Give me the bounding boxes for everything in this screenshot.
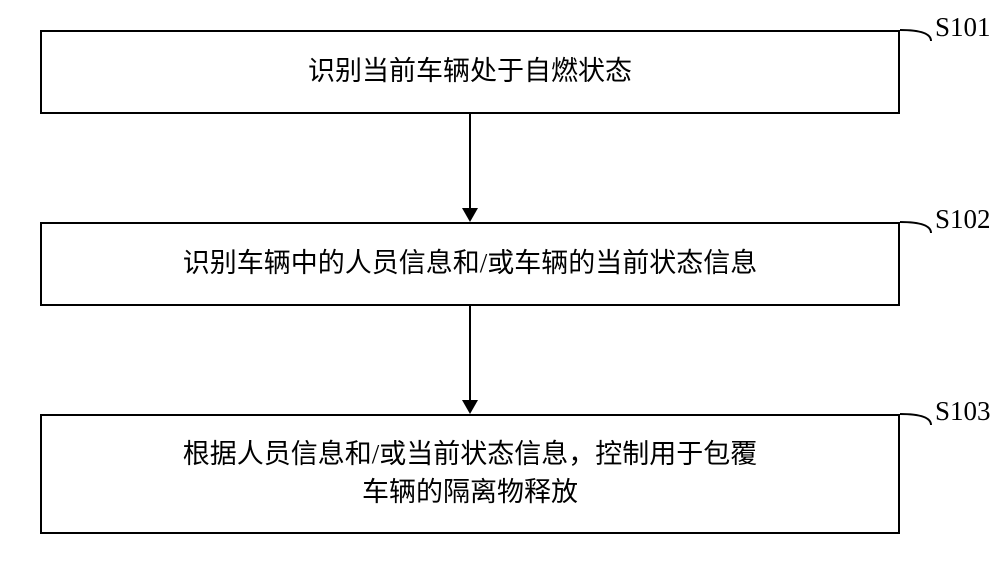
step-box-s102: 识别车辆中的人员信息和/或车辆的当前状态信息: [40, 222, 900, 306]
step-label-s103: S103: [935, 396, 991, 427]
step-text: 识别当前车辆处于自燃状态: [308, 53, 632, 91]
arrow-connector: [450, 114, 490, 222]
flowchart-canvas: 识别当前车辆处于自燃状态 识别车辆中的人员信息和/或车辆的当前状态信息 根据人员…: [0, 0, 1000, 581]
step-box-s103: 根据人员信息和/或当前状态信息，控制用于包覆 车辆的隔离物释放: [40, 414, 900, 534]
label-leader: [896, 218, 935, 237]
step-box-s101: 识别当前车辆处于自燃状态: [40, 30, 900, 114]
step-text: 识别车辆中的人员信息和/或车辆的当前状态信息: [183, 245, 758, 283]
step-label-s102: S102: [935, 204, 991, 235]
arrow-connector: [450, 306, 490, 414]
label-leader: [896, 26, 935, 45]
step-text: 根据人员信息和/或当前状态信息，控制用于包覆 车辆的隔离物释放: [183, 436, 758, 512]
label-leader: [896, 410, 935, 429]
step-label-s101: S101: [935, 12, 991, 43]
